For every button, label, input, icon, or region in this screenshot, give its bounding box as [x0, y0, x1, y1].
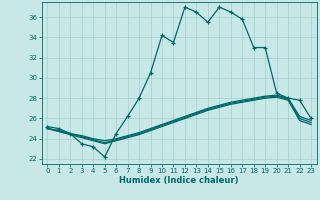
X-axis label: Humidex (Indice chaleur): Humidex (Indice chaleur): [119, 176, 239, 185]
